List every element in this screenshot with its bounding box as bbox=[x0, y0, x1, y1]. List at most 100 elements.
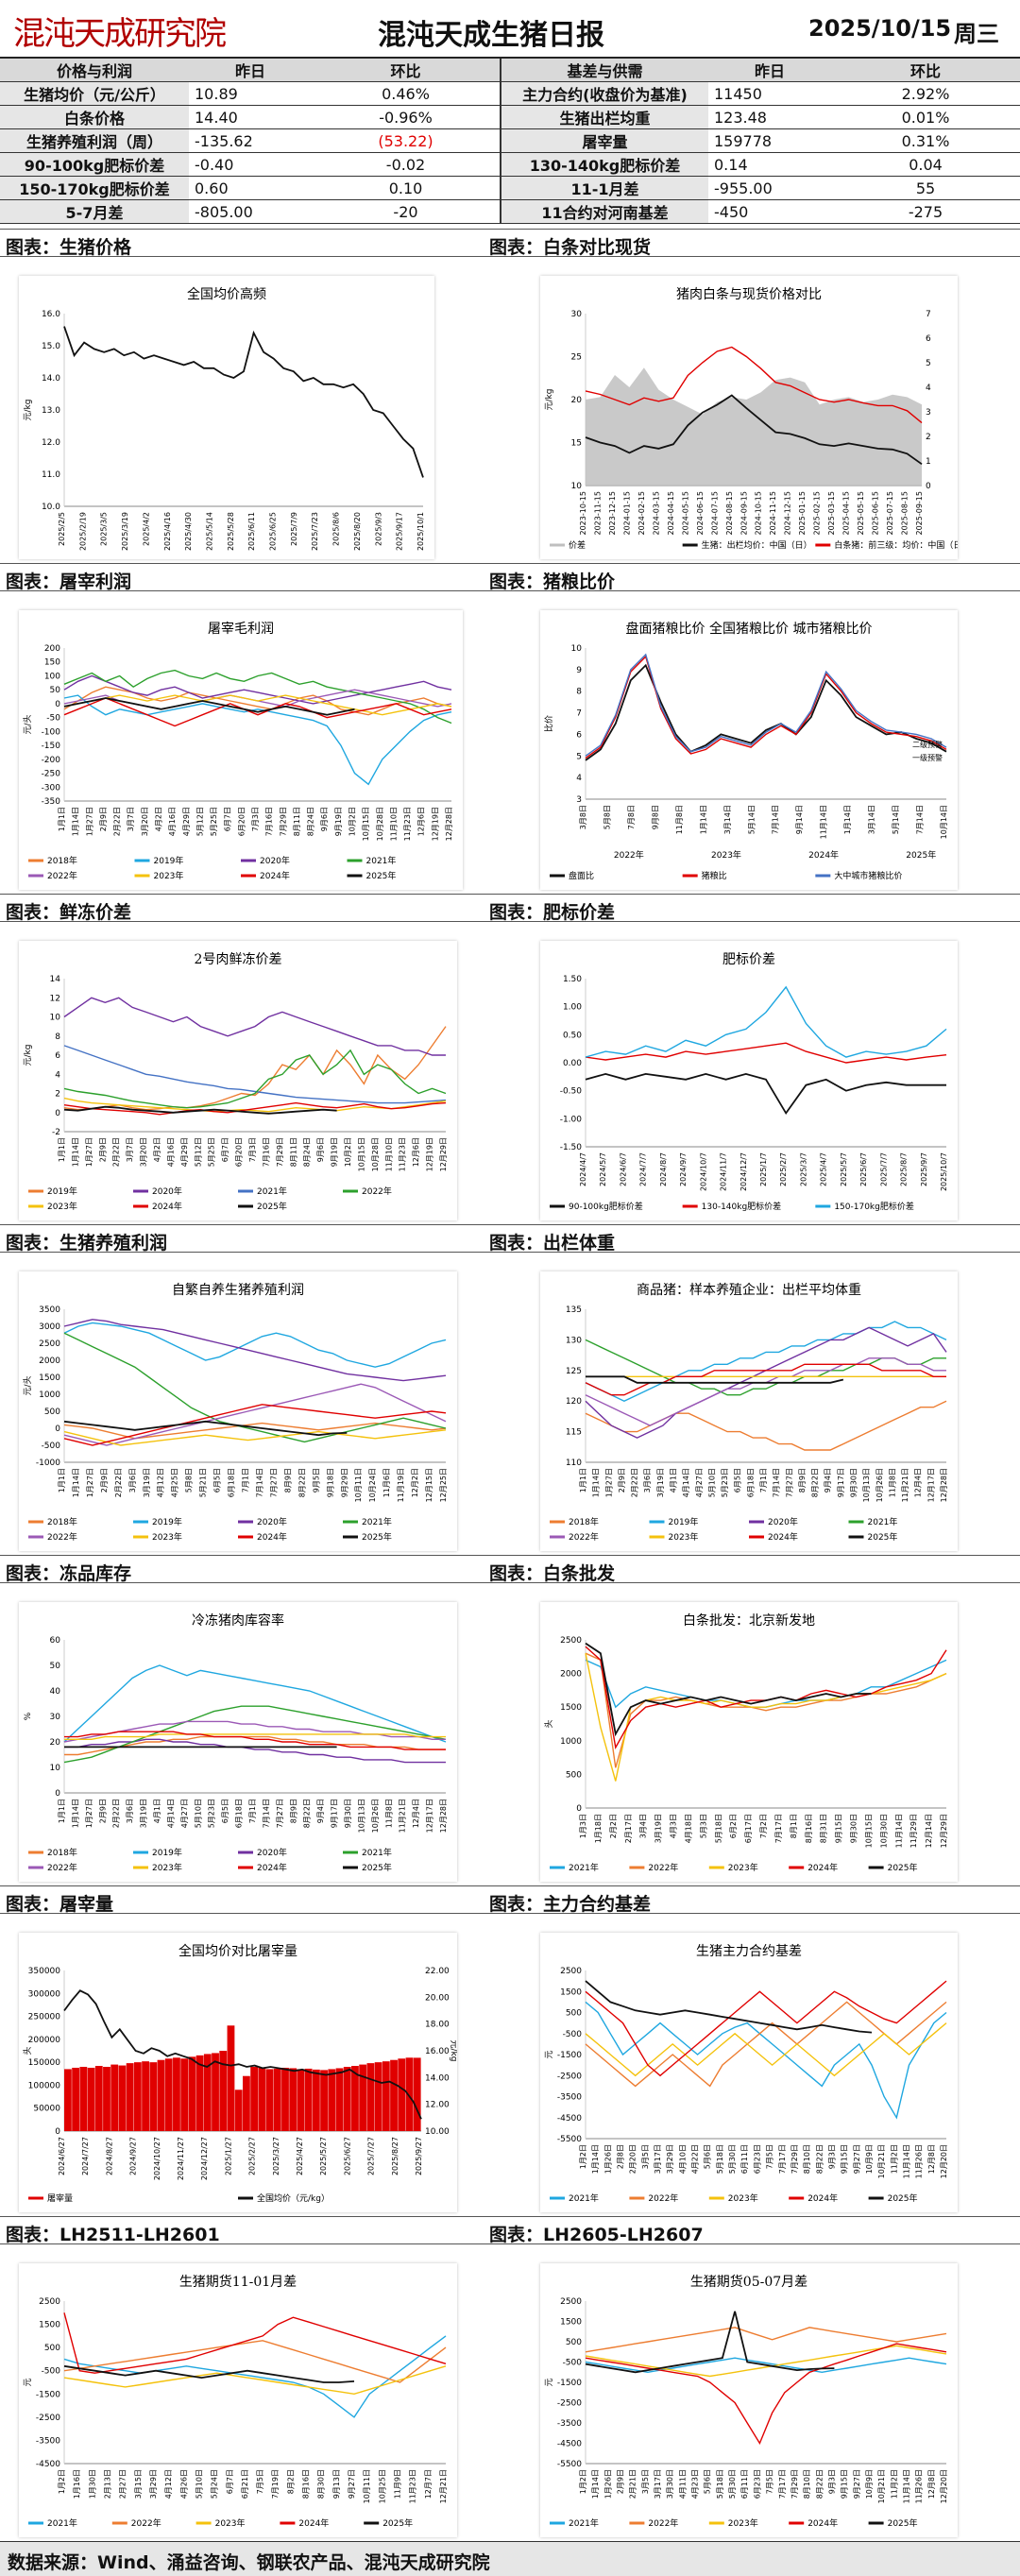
x-tick-label: 8月10日 bbox=[803, 2469, 811, 2499]
y-tick-label: -250 bbox=[42, 770, 61, 779]
x-tick-label: 6月18日 bbox=[235, 1799, 244, 1828]
table-cell-r-chg: 2.92% bbox=[831, 81, 1020, 106]
x-tick-label: 1月26日 bbox=[604, 2144, 612, 2174]
x-tick-label: 8月16日 bbox=[302, 2469, 311, 2499]
legend-label: 2022年 bbox=[47, 1862, 77, 1873]
x-tick-label: 3月29日 bbox=[149, 2469, 158, 2499]
section-bar: 图表：生猪价格 图表：白条对比现货 bbox=[0, 229, 1020, 258]
bar bbox=[64, 2069, 72, 2131]
legend-label: 2024年 bbox=[808, 2517, 838, 2529]
y-tick-label: 100000 bbox=[28, 2081, 61, 2090]
chart-c7: 自繁自养生猪养殖利润 3500 3000 2500 2000 1500 1000 500 0 -5… bbox=[23, 1282, 448, 1543]
x-tick-label: 2025/6/11 bbox=[247, 512, 256, 551]
x-tick-label: 1月1日 bbox=[579, 1468, 587, 1493]
x-tick-label: 2024-08-15 bbox=[725, 491, 734, 536]
legend-label: 2021年 bbox=[362, 1516, 392, 1527]
year-label: 2024年 bbox=[808, 849, 839, 861]
y-tick-label: 0 bbox=[55, 1109, 60, 1118]
series-line bbox=[63, 1026, 447, 1111]
x-tick-label: 2月9日 bbox=[100, 1468, 109, 1493]
x-tick-label: 1月16日 bbox=[73, 2469, 81, 2499]
chart-card-c3: 屠宰毛利润 200 150 100 50 0 -50 -100 -150 -200 -250 -300… bbox=[19, 610, 463, 890]
x-tick-label: 2025/2/7 bbox=[779, 1152, 788, 1186]
x-tick-label: 4月12日 bbox=[157, 1468, 165, 1497]
x-tick-label: 6月7日 bbox=[224, 807, 232, 831]
y-tick-label: 0.00 bbox=[563, 1059, 582, 1068]
report-weekday: 周三 bbox=[954, 21, 999, 47]
series-line bbox=[63, 2335, 447, 2418]
section-title-left: 图表：屠宰量 bbox=[6, 1894, 114, 1915]
table-cell-l-val: -805.00 bbox=[189, 199, 312, 224]
chart-card-c5: 2号肉鲜冻价差 14 12 10 8 6 4 2 0 -2 元/kg 1月1日 1月14日 1月27日 2月… bbox=[19, 941, 457, 1220]
legend-label: 2018年 bbox=[47, 1516, 77, 1527]
x-tick-label: 10月2日 bbox=[344, 1137, 352, 1167]
legend-label: 2024年 bbox=[808, 1862, 838, 1873]
x-tick-label: 2024-09-15 bbox=[740, 491, 748, 536]
table-cell-r-val: 11450 bbox=[708, 81, 831, 106]
y-tick-label: 500 bbox=[44, 1407, 60, 1417]
legend-label: 2025年 bbox=[382, 2517, 413, 2529]
y-tick-label: -200 bbox=[42, 756, 61, 765]
x-tick-label: 9月6日 bbox=[316, 1137, 325, 1162]
legend-label: 2025年 bbox=[366, 870, 397, 881]
x-tick-label: 9月27日 bbox=[853, 2144, 861, 2174]
x-tick-label: 12月4日 bbox=[412, 1799, 420, 1828]
table-cell-r-val: 123.48 bbox=[708, 105, 831, 129]
y2-tick-label: 12.00 bbox=[425, 2101, 450, 2110]
x-tick-label: 2024-02-15 bbox=[638, 491, 646, 536]
series-line bbox=[63, 1049, 447, 1109]
x-tick-label: 1月1日 bbox=[58, 1137, 66, 1162]
series-line bbox=[585, 2327, 947, 2353]
table-cell-l-label: 90-100kg肥标价差 bbox=[0, 152, 189, 177]
y-tick-label: -0.50 bbox=[560, 1087, 583, 1097]
table-row: 150-170kg肥标价差 0.60 0.10 11-1月差 -955.00 55 bbox=[0, 176, 1020, 200]
legend-label: 2020年 bbox=[257, 1847, 287, 1858]
x-tick-label: 2024/11/7 bbox=[720, 1152, 728, 1191]
report-date: 2025/10/15 bbox=[808, 15, 952, 42]
y-tick-label: -500 bbox=[42, 1442, 61, 1451]
table-cell-l-val: -0.40 bbox=[189, 152, 312, 177]
series-line bbox=[63, 2340, 447, 2383]
legend-label: 2018年 bbox=[47, 1847, 77, 1858]
x-tick-label: 12月6日 bbox=[412, 1137, 420, 1167]
x-tick-label: 2025-07-15 bbox=[886, 491, 894, 536]
x-tick-label: 8月9日 bbox=[798, 1468, 807, 1493]
y-tick-label: -1.50 bbox=[560, 1143, 583, 1152]
table-cell-l-label: 生猪养殖利润（周） bbox=[0, 128, 189, 153]
y-tick-label: 0 bbox=[55, 1789, 60, 1799]
x-tick-label: 2024-10-15 bbox=[755, 491, 763, 536]
x-tick-label: 2024/12/7 bbox=[740, 1152, 748, 1191]
series-line bbox=[585, 2311, 835, 2374]
x-tick-label: 2025/5/7 bbox=[840, 1152, 848, 1186]
chart-card-c10: 白条批发：北京新发地 2500 2000 1500 1000 500 0 头 1月3日 1月18日… bbox=[540, 1602, 958, 1882]
bar bbox=[382, 2061, 390, 2131]
bar bbox=[118, 2065, 127, 2131]
y-tick-label: 110 bbox=[566, 1459, 582, 1468]
x-tick-label: 4月10日 bbox=[678, 2144, 687, 2174]
x-tick-label: 3月4日 bbox=[639, 1814, 648, 1838]
section-title-right: 图表：白条批发 bbox=[489, 1563, 616, 1584]
x-tick-label: 4月29日 bbox=[180, 1137, 189, 1167]
x-tick-label: 3月30日 bbox=[666, 2469, 674, 2499]
bar bbox=[312, 2069, 320, 2131]
series-line bbox=[585, 1357, 946, 1426]
x-tick-label: 2月22日 bbox=[112, 1137, 121, 1167]
series-line bbox=[63, 694, 452, 786]
legend-label: 价差 bbox=[569, 539, 586, 551]
x-tick-label: 9月30日 bbox=[850, 1814, 858, 1843]
chart-c12: 生猪主力合约基差 2500 1500 500 -500 -1500 -2500 -3500 -4… bbox=[545, 1943, 948, 2204]
x-tick-label: 1月14日 bbox=[843, 805, 852, 834]
x-tick-label: 2025/6/7 bbox=[859, 1152, 868, 1186]
x-tick-label: 2025/4/7 bbox=[820, 1152, 828, 1186]
bar bbox=[304, 2068, 313, 2131]
legend-label: 大中城市猪粮比价 bbox=[834, 870, 902, 881]
y-tick-label: 7 bbox=[576, 709, 582, 719]
x-tick-label: 2025/2/5 bbox=[58, 512, 66, 546]
y-tick-label: -1500 bbox=[557, 2379, 582, 2388]
legend-label: 2022年 bbox=[131, 2517, 162, 2529]
chart-c11: 全国均价对比屠宰量 350000 300000 250000 200000 150000 1… bbox=[23, 1943, 457, 2204]
x-tick-label: 2024/9/7 bbox=[679, 1152, 688, 1186]
table-cell-r-label: 生猪出栏均重 bbox=[500, 105, 708, 129]
bar bbox=[335, 2068, 344, 2131]
x-tick-label: 10月30日 bbox=[879, 1814, 888, 1848]
